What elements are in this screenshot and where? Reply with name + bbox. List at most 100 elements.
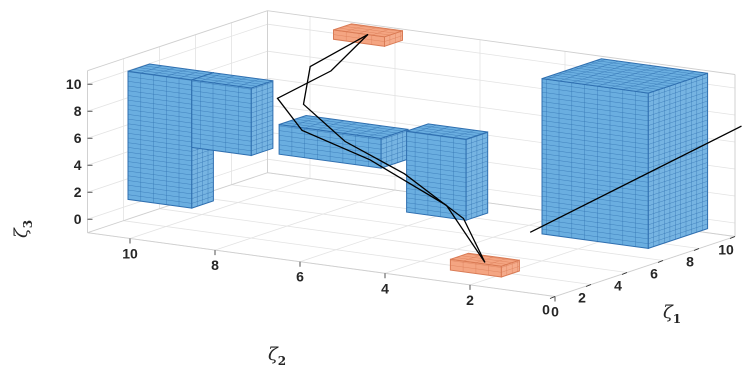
- y-tick-mark: [585, 284, 592, 287]
- trajectory-line: [529, 125, 742, 233]
- voxel-edge: [166, 68, 188, 205]
- voxel-edge: [406, 169, 467, 178]
- voxel-edge: [648, 133, 708, 155]
- voxel-edge: [406, 188, 467, 197]
- x-axis-subscript: 2: [278, 354, 286, 368]
- voxel-edge: [541, 91, 649, 107]
- z-tick-label: 10: [66, 76, 82, 92]
- voxel-edge: [648, 218, 708, 240]
- voxel-edge: [127, 189, 192, 199]
- voxel-edge: [127, 161, 192, 171]
- voxel-edge: [127, 175, 192, 185]
- voxel-edge: [648, 119, 708, 140]
- voxel-edge: [127, 81, 192, 91]
- obstacle-box: [191, 72, 274, 157]
- voxel-edge: [475, 256, 494, 274]
- voxel-edge: [197, 77, 257, 154]
- voxel-edge: [127, 147, 192, 157]
- voxel-edge: [127, 90, 192, 100]
- voxel-edge: [541, 167, 649, 183]
- voxel-edge: [648, 100, 708, 122]
- grid-line: [129, 178, 311, 239]
- voxel-edge: [597, 66, 657, 242]
- voxel-edge: [207, 74, 268, 151]
- voxel-edge: [541, 82, 649, 98]
- axis-label-layer: ζ2 ζ1 ζ3: [11, 220, 681, 368]
- voxel-edge: [541, 148, 649, 164]
- voxel-edge: [191, 132, 252, 142]
- obstacle-box: [541, 58, 709, 250]
- voxel-edge: [238, 78, 261, 154]
- voxel-edge: [455, 257, 508, 276]
- z-tick-label: 6: [74, 130, 82, 146]
- voxel-edge: [191, 85, 252, 95]
- voxel-edge: [585, 64, 692, 234]
- voxel-edge: [406, 183, 467, 193]
- voxel-edge: [417, 127, 478, 217]
- trajectory-line: [302, 33, 486, 263]
- y-tick-label: 2: [578, 290, 586, 306]
- voxel-edge: [648, 176, 708, 197]
- voxel-edge: [127, 194, 192, 204]
- z-axis-label: ζ3: [11, 220, 35, 238]
- voxel-edge: [648, 199, 708, 221]
- voxel-edge: [609, 67, 670, 244]
- voxel-edge: [422, 125, 483, 215]
- voxel-edge: [648, 152, 708, 174]
- voxel-edge: [406, 150, 467, 160]
- voxel-edge: [406, 178, 467, 188]
- voxel-edge: [406, 197, 467, 207]
- voxel-edge: [648, 195, 708, 216]
- voxel-edge: [453, 130, 475, 219]
- voxel-edge: [127, 184, 192, 195]
- voxel-edge: [178, 70, 201, 207]
- voxel-edge: [541, 228, 649, 244]
- voxel-edge: [595, 60, 703, 231]
- grid-line: [214, 189, 396, 251]
- voxel-edge: [344, 26, 396, 43]
- voxel-edge: [590, 62, 698, 233]
- voxel-edge: [541, 87, 649, 103]
- z-axis-subscript: 3: [21, 220, 35, 228]
- y-tick-label: 4: [614, 278, 622, 294]
- voxel-edge: [552, 74, 660, 245]
- voxel-edge: [648, 166, 708, 188]
- marker-box-goal: [449, 252, 520, 278]
- voxel-edge: [406, 140, 467, 150]
- voxel-edge: [541, 143, 649, 159]
- voxel-edge: [541, 181, 649, 197]
- voxel-edge: [541, 110, 649, 126]
- voxel-edge: [127, 109, 192, 119]
- voxel-edge: [541, 176, 649, 192]
- voxel-edge: [584, 64, 644, 240]
- voxel-edge: [558, 60, 619, 237]
- voxel-edge: [338, 27, 391, 45]
- voxel-edge: [648, 129, 708, 150]
- voxel-edge: [541, 120, 649, 136]
- voxel-edge: [329, 122, 358, 162]
- voxel-edge: [541, 129, 649, 145]
- voxel-edge: [191, 109, 252, 118]
- voxel-edge: [541, 172, 649, 188]
- obstacle-box-front-face: [191, 79, 252, 157]
- voxel-edge: [191, 95, 252, 104]
- voxel-edge: [191, 80, 252, 90]
- voxel-edge: [488, 258, 507, 276]
- voxel-edge: [462, 254, 482, 272]
- voxel-edge: [648, 157, 708, 178]
- voxel-edge: [541, 139, 649, 155]
- voxel-edge: [541, 96, 649, 112]
- voxel-edge: [127, 128, 192, 138]
- voxel-edge: [140, 65, 163, 202]
- voxel-edge: [127, 151, 192, 162]
- voxel-edge: [127, 133, 192, 143]
- voxel-edge: [191, 137, 252, 147]
- voxel-edge: [648, 77, 708, 98]
- box-layer: [127, 23, 709, 278]
- voxel-edge: [127, 142, 192, 152]
- voxel-edge: [648, 105, 708, 126]
- obstacle-box-front-face: [127, 70, 193, 209]
- voxel-edge: [406, 136, 467, 145]
- voxel-edge: [648, 214, 708, 235]
